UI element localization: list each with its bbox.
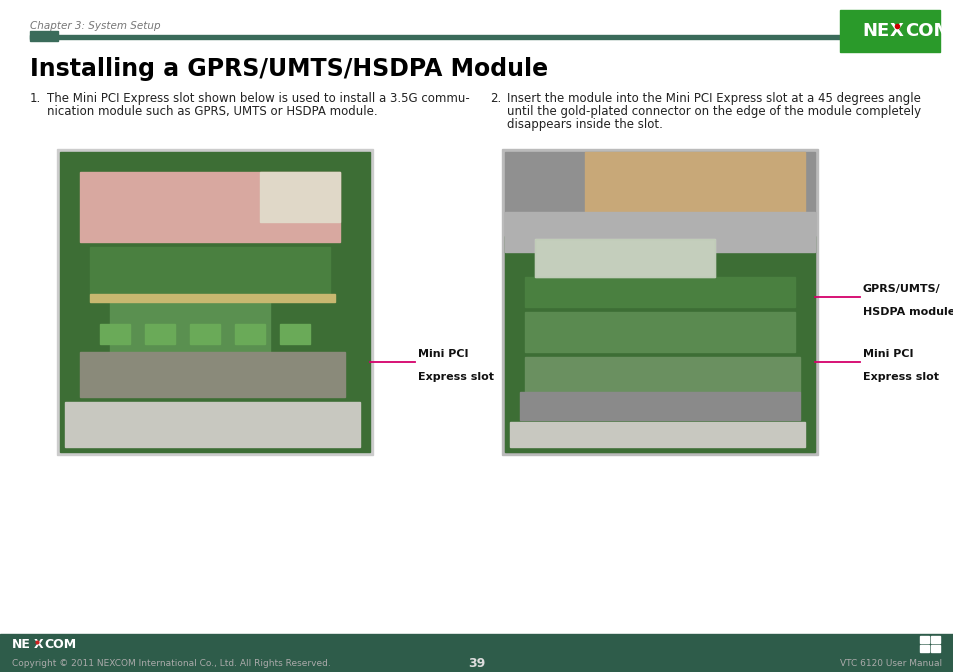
Bar: [524, 277, 794, 307]
Text: The Mini PCI Express slot shown below is used to install a 3.5G commu-: The Mini PCI Express slot shown below is…: [47, 92, 469, 105]
Bar: [100, 324, 130, 344]
Text: COM: COM: [904, 22, 950, 40]
Bar: [280, 324, 310, 344]
Bar: [510, 422, 804, 447]
Text: NE: NE: [862, 22, 889, 40]
Text: Copyright © 2011 NEXCOM International Co., Ltd. All Rights Reserved.: Copyright © 2011 NEXCOM International Co…: [12, 659, 331, 668]
Text: disappears inside the slot.: disappears inside the slot.: [506, 118, 662, 131]
Bar: [535, 239, 714, 277]
Text: COM: COM: [44, 638, 76, 651]
Bar: [930, 645, 939, 652]
Text: Installing a GPRS/UMTS/HSDPA Module: Installing a GPRS/UMTS/HSDPA Module: [30, 57, 548, 81]
Text: 1.: 1.: [30, 92, 41, 105]
Bar: [524, 312, 794, 352]
Bar: [504, 152, 814, 452]
Bar: [0, 634, 953, 672]
Text: 39: 39: [468, 657, 485, 670]
Bar: [145, 324, 174, 344]
Bar: [65, 402, 359, 447]
Bar: [60, 152, 370, 452]
Bar: [584, 152, 804, 232]
Text: X: X: [889, 22, 903, 40]
Text: Chapter 3: System Setup: Chapter 3: System Setup: [30, 21, 160, 31]
Text: nication module such as GPRS, UMTS or HSDPA module.: nication module such as GPRS, UMTS or HS…: [47, 105, 377, 118]
Text: GPRS/UMTS/: GPRS/UMTS/: [862, 284, 940, 294]
Bar: [930, 636, 939, 643]
Text: Insert the module into the Mini PCI Express slot at a 45 degrees angle: Insert the module into the Mini PCI Expr…: [506, 92, 920, 105]
Bar: [504, 212, 814, 252]
Bar: [501, 149, 817, 455]
Text: Express slot: Express slot: [417, 372, 494, 382]
Text: NE: NE: [12, 638, 30, 651]
Bar: [919, 636, 928, 643]
Text: Mini PCI: Mini PCI: [862, 349, 913, 359]
Bar: [80, 352, 345, 397]
Text: HSDPA module: HSDPA module: [862, 307, 953, 317]
Text: 2.: 2.: [490, 92, 500, 105]
Bar: [524, 357, 800, 392]
Bar: [90, 247, 330, 302]
Bar: [80, 172, 339, 242]
Bar: [30, 35, 929, 39]
Bar: [90, 294, 335, 302]
Bar: [519, 392, 800, 420]
Bar: [234, 324, 265, 344]
Bar: [110, 297, 270, 352]
Bar: [190, 324, 220, 344]
Text: X: X: [34, 638, 44, 651]
Bar: [840, 10, 939, 52]
Bar: [30, 31, 58, 41]
Bar: [260, 172, 339, 222]
Bar: [535, 239, 714, 277]
Text: Mini PCI: Mini PCI: [417, 349, 468, 359]
Text: VTC 6120 User Manual: VTC 6120 User Manual: [839, 659, 941, 668]
Bar: [919, 645, 928, 652]
Text: Express slot: Express slot: [862, 372, 938, 382]
Bar: [57, 149, 373, 455]
Bar: [504, 236, 814, 452]
Text: until the gold-plated connector on the edge of the module completely: until the gold-plated connector on the e…: [506, 105, 921, 118]
